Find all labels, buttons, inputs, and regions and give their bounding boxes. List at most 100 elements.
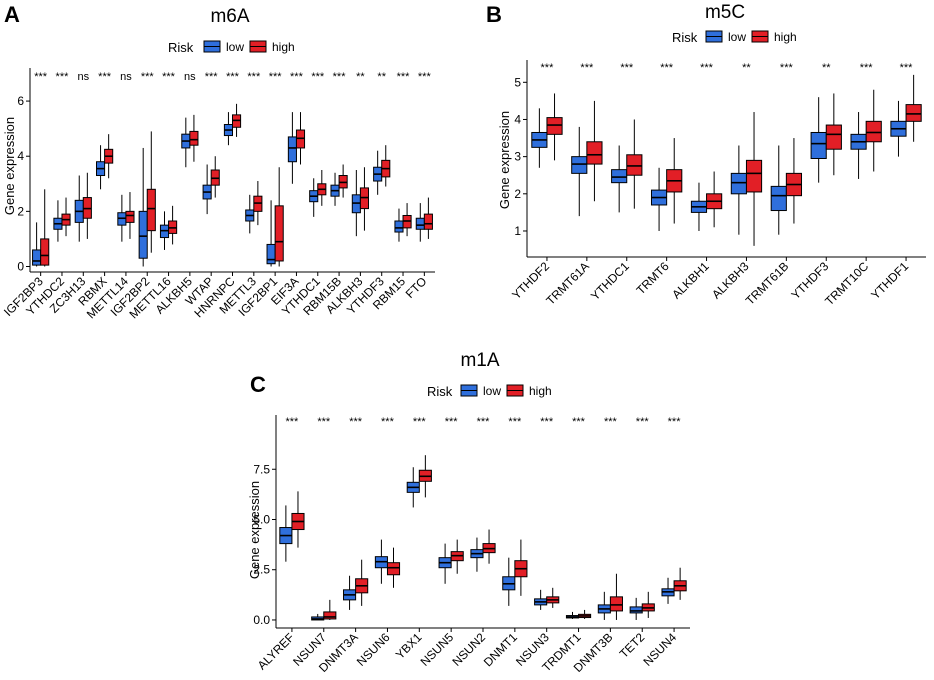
significance-label: *** bbox=[162, 71, 176, 83]
high-box bbox=[189, 130, 199, 146]
panel-c-legend: Risk low high bbox=[427, 384, 552, 399]
high-box bbox=[865, 120, 882, 143]
y-tick-label: 5 bbox=[514, 75, 521, 89]
y-tick-label: 0 bbox=[17, 259, 24, 273]
legend-high-label: high bbox=[272, 40, 295, 54]
panel-a-ylabel: Gene expression bbox=[2, 117, 17, 215]
panel-c-ylabel: Gene expression bbox=[247, 481, 262, 579]
y-tick-label: 4 bbox=[514, 112, 521, 126]
significance-label: *** bbox=[418, 71, 432, 83]
x-tick-label: TRMT61B bbox=[743, 259, 792, 308]
high-box bbox=[905, 104, 922, 122]
low-box bbox=[810, 131, 827, 159]
high-box bbox=[323, 611, 337, 620]
x-tick-label: DNMT1 bbox=[481, 630, 520, 669]
significance-label: *** bbox=[311, 71, 325, 83]
panel-a-letter: A bbox=[4, 2, 20, 27]
significance-label: *** bbox=[397, 71, 411, 83]
x-tick-label: TRMT10C bbox=[822, 259, 871, 308]
low-box bbox=[571, 156, 588, 174]
significance-label: *** bbox=[780, 62, 794, 74]
panel-b: B m5C Risk low high Gene expression 1 2 3 4… bbox=[486, 2, 926, 308]
significance-label: ns bbox=[120, 71, 132, 83]
significance-label: *** bbox=[541, 62, 555, 74]
low-box bbox=[138, 210, 148, 259]
legend-low-label: low bbox=[728, 30, 746, 44]
y-tick-label: 6 bbox=[17, 94, 24, 108]
significance-label: *** bbox=[381, 416, 395, 428]
x-tick-label: NSUN5 bbox=[418, 630, 457, 669]
panel-c-plot: 0.02.55.07.5ALYREF***NSUN7***DNMT3A***NS… bbox=[253, 415, 690, 675]
significance-label: *** bbox=[636, 416, 650, 428]
significance-label: *** bbox=[580, 62, 594, 74]
significance-label: *** bbox=[317, 416, 331, 428]
panel-b-title: m5C bbox=[705, 2, 745, 23]
y-tick-label: 2 bbox=[514, 187, 521, 201]
high-box bbox=[586, 141, 603, 165]
significance-label: *** bbox=[445, 416, 459, 428]
panel-b-letter: B bbox=[486, 2, 502, 27]
low-box bbox=[415, 217, 425, 230]
significance-label: *** bbox=[141, 71, 155, 83]
y-tick-label: 2 bbox=[17, 204, 24, 218]
legend-title: Risk bbox=[427, 384, 453, 399]
y-tick-label: 2.5 bbox=[253, 563, 270, 577]
high-box bbox=[609, 596, 623, 612]
significance-label: *** bbox=[349, 416, 363, 428]
significance-label: ** bbox=[377, 71, 386, 83]
legend-high-label: high bbox=[774, 30, 797, 44]
low-box bbox=[770, 185, 787, 212]
high-box bbox=[274, 205, 284, 262]
significance-label: *** bbox=[620, 62, 634, 74]
significance-label: *** bbox=[477, 416, 491, 428]
high-box bbox=[125, 210, 135, 223]
high-box bbox=[546, 117, 563, 135]
significance-label: *** bbox=[205, 71, 219, 83]
legend-low-label: low bbox=[226, 40, 244, 54]
y-tick-label: 0.0 bbox=[253, 613, 270, 627]
y-tick-label: 3 bbox=[514, 150, 521, 164]
legend-high-label: high bbox=[529, 384, 552, 398]
significance-label: ns bbox=[184, 71, 196, 83]
high-box bbox=[386, 562, 401, 576]
low-box bbox=[611, 169, 628, 184]
panel-c-letter: C bbox=[250, 372, 266, 397]
legend-title: Risk bbox=[672, 30, 698, 45]
panel-b-ylabel: Gene expression bbox=[497, 111, 512, 209]
significance-label: ** bbox=[822, 62, 831, 74]
significance-label: *** bbox=[247, 71, 261, 83]
x-tick-label: YTHDC1 bbox=[588, 259, 632, 303]
y-tick-label: 5.0 bbox=[253, 512, 270, 526]
significance-label: *** bbox=[700, 62, 714, 74]
significance-label: *** bbox=[333, 71, 347, 83]
panel-b-legend: Risk low high bbox=[672, 30, 797, 45]
panel-a-legend: Risk low high bbox=[168, 40, 295, 55]
significance-label: *** bbox=[540, 416, 554, 428]
high-box bbox=[146, 188, 156, 232]
significance-label: *** bbox=[572, 416, 586, 428]
significance-label: *** bbox=[668, 416, 682, 428]
low-box bbox=[287, 136, 297, 163]
significance-label: *** bbox=[413, 416, 427, 428]
panel-a: A m6A Risk low high Gene expression 0 2 4 6… bbox=[1, 2, 435, 321]
x-tick-label: NSUN4 bbox=[641, 630, 680, 669]
high-box bbox=[825, 124, 842, 150]
significance-label: *** bbox=[269, 71, 283, 83]
x-tick-label: YTHDF1 bbox=[868, 259, 911, 302]
significance-label: *** bbox=[508, 416, 522, 428]
significance-label: ns bbox=[77, 71, 89, 83]
significance-label: *** bbox=[56, 71, 70, 83]
high-box bbox=[626, 154, 643, 176]
y-tick-label: 1 bbox=[514, 224, 521, 238]
x-tick-label: ALYREF bbox=[255, 630, 297, 672]
high-box bbox=[40, 238, 50, 266]
legend-title: Risk bbox=[168, 40, 194, 55]
panel-c: C m1A Risk low high Gene expression 0.0 2… bbox=[247, 350, 690, 675]
y-tick-label: 7.5 bbox=[253, 462, 270, 476]
high-box bbox=[423, 213, 433, 230]
significance-label: *** bbox=[226, 71, 240, 83]
panel-a-title: m6A bbox=[210, 6, 249, 27]
significance-label: *** bbox=[34, 71, 48, 83]
x-tick-label: ALKBH1 bbox=[669, 259, 712, 302]
